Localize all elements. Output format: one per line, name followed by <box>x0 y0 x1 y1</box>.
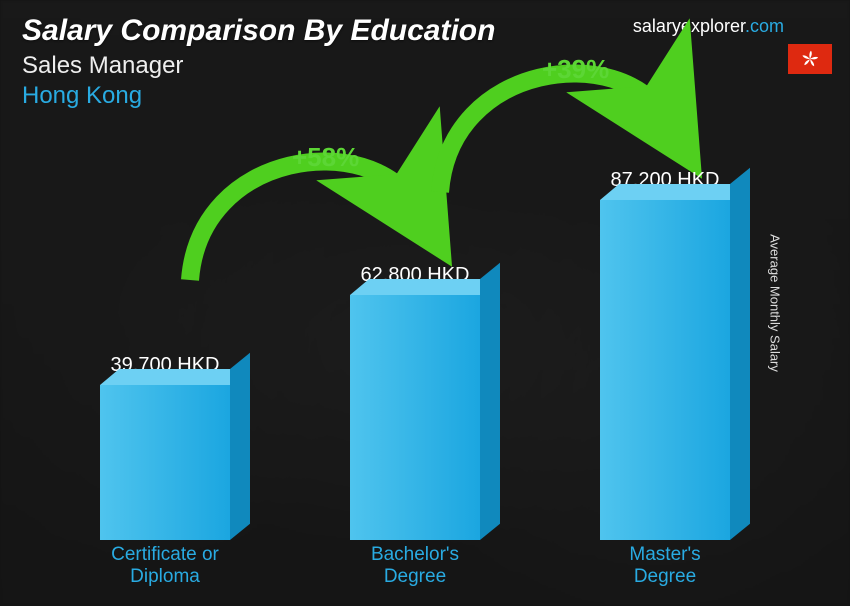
brand-name: salaryexplorer <box>633 16 745 36</box>
bar-side-face <box>730 168 750 540</box>
bar-3d <box>350 295 480 540</box>
chart-location: Hong Kong <box>22 82 828 110</box>
x-label-line: Certificate or <box>111 544 219 565</box>
bar-side-face <box>480 263 500 540</box>
bar-front-face <box>100 385 230 540</box>
bar-front-face <box>600 200 730 540</box>
x-label-line: Diploma <box>130 566 200 587</box>
bar-top-face <box>350 279 499 295</box>
chart-subtitle: Sales Manager <box>22 52 828 80</box>
bar-side-face <box>230 353 250 540</box>
x-axis-labels: Certificate or Diploma Bachelor's Degree… <box>40 544 790 588</box>
x-label-line: Master's <box>629 544 700 565</box>
bar-masters: 87,200 HKD <box>575 169 755 540</box>
increase-label-2: +39% <box>542 54 609 85</box>
bar-top-face <box>100 369 249 385</box>
x-label-certificate: Certificate or Diploma <box>75 544 255 588</box>
x-label-masters: Master's Degree <box>575 544 755 588</box>
bar-bachelors: 62,800 HKD <box>325 264 505 540</box>
bar-top-face <box>600 184 749 200</box>
x-label-line: Degree <box>384 566 446 587</box>
x-label-line: Bachelor's <box>371 544 459 565</box>
bar-front-face <box>350 295 480 540</box>
x-label-line: Degree <box>634 566 696 587</box>
x-label-bachelors: Bachelor's Degree <box>325 544 505 588</box>
bar-3d <box>600 200 730 540</box>
brand-suffix: .com <box>745 16 784 36</box>
bars-container: 39,700 HKD 62,800 HKD 87,200 HKD <box>40 130 790 540</box>
hong-kong-flag-icon <box>788 44 832 74</box>
bar-chart: +58% +39% 39,700 HKD 62,800 HKD <box>40 130 790 588</box>
brand-watermark: salaryexplorer.com <box>633 16 784 37</box>
bar-certificate: 39,700 HKD <box>75 354 255 540</box>
bar-3d <box>100 385 230 540</box>
